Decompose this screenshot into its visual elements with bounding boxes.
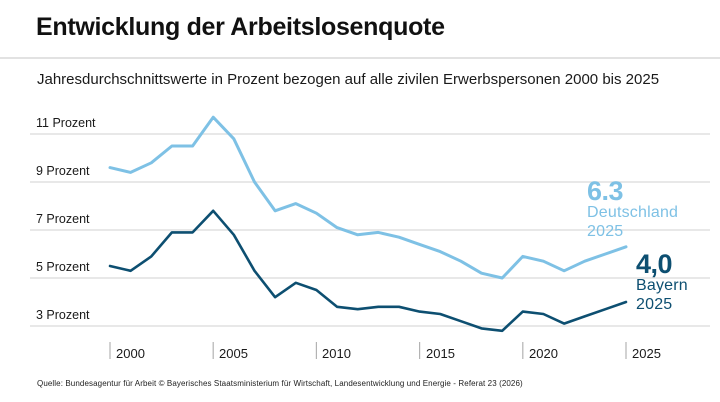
x-axis-label: 2010 <box>322 346 351 361</box>
series-name-deutschland: Deutschland <box>587 204 679 221</box>
series-line-deutschland <box>108 115 628 280</box>
chart-subtitle: Jahresdurchschnittswerte in Prozent bezo… <box>37 71 660 88</box>
y-axis-label: 7 Prozent <box>36 212 90 226</box>
x-axis-label: 2020 <box>529 346 558 361</box>
y-axis-label: 3 Prozent <box>36 308 90 322</box>
title-divider <box>0 57 720 59</box>
y-axis-label: 9 Prozent <box>36 164 90 178</box>
series-value-deutschland: 6.3 <box>587 176 624 206</box>
series-year-deutschland: 2025 <box>587 223 624 240</box>
y-axis-label: 11 Prozent <box>36 116 96 130</box>
y-axis-label: 5 Prozent <box>36 260 90 274</box>
series-label-deutschland: 6.3 Deutschland 2025 <box>587 176 679 241</box>
x-axis-label: 2000 <box>116 346 145 361</box>
source-note: Quelle: Bundesagentur für Arbeit © Bayer… <box>37 379 523 388</box>
x-axis-label: 2025 <box>632 346 661 361</box>
series-year-bayern: 2025 <box>636 296 673 313</box>
series-line-bayern <box>108 209 628 333</box>
series-value-bayern: 4,0 <box>636 249 673 279</box>
x-axis-label: 2015 <box>426 346 455 361</box>
series-name-bayern: Bayern <box>636 277 688 294</box>
series-label-bayern: 4,0 Bayern 2025 <box>636 249 688 314</box>
page-title: Entwicklung der Arbeitslosenquote <box>36 13 445 41</box>
x-axis-label: 2005 <box>219 346 248 361</box>
